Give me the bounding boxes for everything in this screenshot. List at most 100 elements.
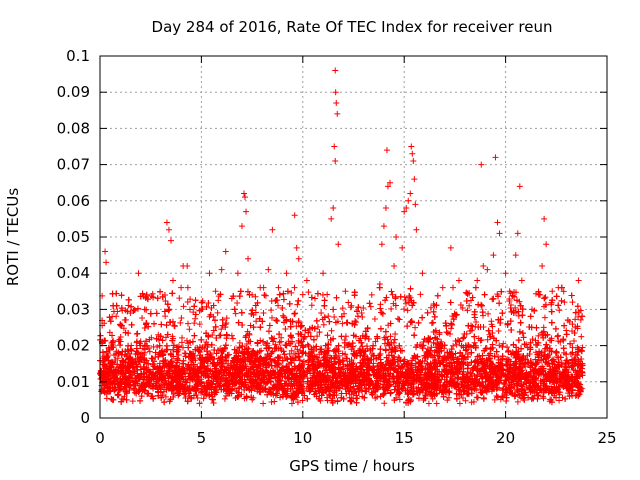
data-point (133, 339, 140, 346)
data-point (541, 314, 548, 321)
data-point (444, 397, 451, 404)
data-point (221, 395, 228, 402)
data-point (129, 398, 136, 405)
data-point (180, 344, 186, 351)
data-point (178, 314, 185, 321)
data-point (371, 316, 378, 323)
data-point (577, 316, 584, 323)
data-point (572, 316, 579, 323)
data-point (554, 333, 561, 340)
data-point (294, 301, 301, 308)
data-point (115, 392, 122, 399)
data-point (500, 340, 507, 347)
data-point (453, 341, 460, 348)
data-point (146, 348, 153, 355)
data-point (209, 331, 216, 338)
data-point (253, 318, 260, 325)
data-point (139, 315, 146, 322)
data-point (433, 400, 440, 407)
data-point (184, 298, 191, 305)
data-point (488, 318, 495, 325)
data-point (359, 343, 366, 350)
data-point (374, 393, 381, 400)
data-point (298, 331, 305, 338)
data-point (334, 398, 341, 405)
data-point (495, 328, 502, 335)
data-point (412, 324, 419, 331)
data-point (162, 393, 169, 400)
data-point (464, 307, 471, 314)
data-point (450, 342, 457, 349)
data-point (234, 300, 241, 307)
data-point (288, 400, 295, 407)
data-point (293, 323, 300, 330)
data-point (268, 307, 275, 314)
data-point (325, 313, 332, 320)
data-point (183, 337, 190, 344)
data-point (186, 326, 193, 333)
data-point (339, 320, 346, 327)
data-point (578, 333, 585, 340)
data-point (184, 284, 191, 291)
data-point (428, 320, 435, 327)
data-points (97, 67, 586, 407)
data-point (499, 356, 506, 363)
data-point (485, 310, 492, 317)
data-point (154, 344, 161, 351)
data-point (556, 391, 563, 398)
data-point (106, 329, 113, 336)
data-point (559, 394, 566, 401)
data-point (421, 358, 428, 365)
data-point (353, 319, 360, 326)
data-point (429, 395, 436, 402)
data-point (214, 309, 221, 316)
data-point (450, 284, 457, 291)
data-point (388, 305, 395, 312)
data-point (176, 295, 183, 302)
data-point (367, 303, 374, 310)
data-point (305, 289, 312, 296)
data-point (348, 391, 355, 398)
data-point (404, 307, 411, 314)
data-point (569, 344, 576, 351)
data-point (215, 297, 222, 304)
data-point (291, 284, 298, 291)
data-point (556, 307, 563, 314)
data-point (186, 306, 193, 313)
data-point (252, 293, 259, 300)
data-point (542, 294, 549, 301)
data-point (162, 298, 169, 305)
data-point (320, 321, 327, 328)
data-point (427, 304, 434, 311)
data-point (283, 354, 290, 361)
data-point (360, 305, 367, 312)
data-point (556, 397, 563, 404)
data-point (260, 400, 267, 407)
data-point (484, 336, 491, 343)
data-point (381, 400, 388, 407)
data-point (299, 291, 306, 298)
data-point (268, 314, 275, 321)
data-point (462, 397, 469, 404)
data-point (200, 395, 207, 402)
data-point (331, 314, 338, 321)
data-point (308, 302, 315, 309)
data-point (252, 309, 259, 316)
data-point (496, 342, 503, 349)
data-point (268, 334, 275, 341)
data-point (456, 400, 463, 407)
data-point (288, 347, 295, 354)
data-point (275, 302, 282, 309)
data-point (471, 339, 478, 346)
data-point (417, 291, 424, 298)
data-point (318, 309, 325, 316)
data-point (277, 338, 284, 345)
data-point (473, 318, 480, 325)
data-point (555, 338, 562, 345)
data-point (389, 291, 396, 298)
data-point (292, 343, 299, 350)
data-point (270, 381, 277, 388)
data-point (469, 323, 476, 330)
data-point (570, 338, 577, 345)
